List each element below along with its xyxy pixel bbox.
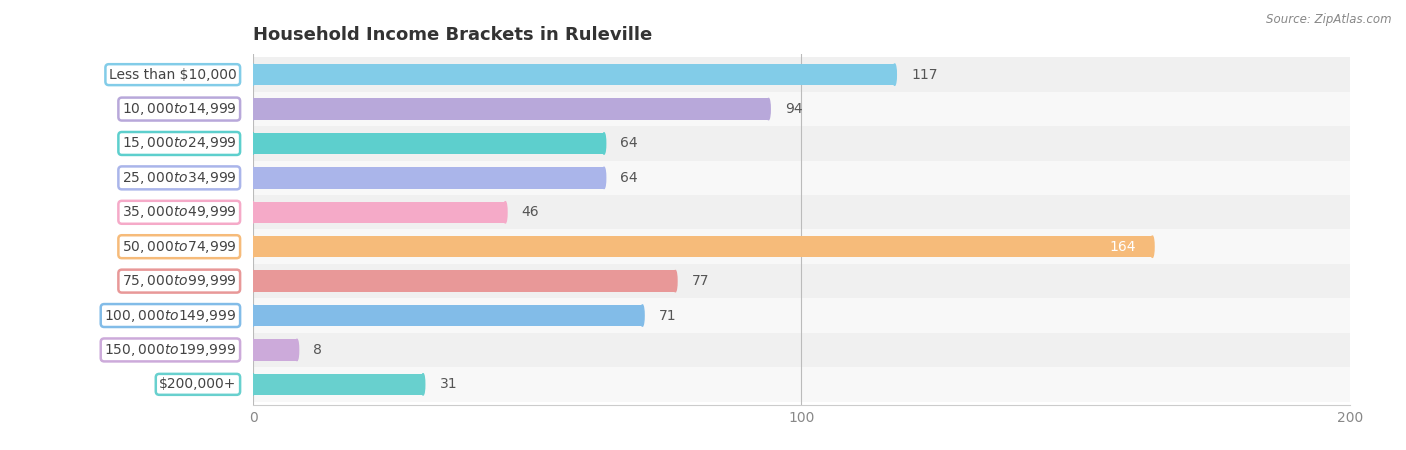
Circle shape: [422, 374, 425, 395]
Bar: [253, 126, 1350, 161]
Circle shape: [673, 270, 678, 292]
Bar: [253, 195, 1350, 230]
Bar: [253, 64, 894, 86]
Circle shape: [252, 167, 254, 189]
Text: 164: 164: [1109, 240, 1136, 254]
Circle shape: [602, 167, 606, 189]
Text: $100,000 to $149,999: $100,000 to $149,999: [104, 307, 236, 324]
Bar: [253, 167, 605, 189]
Bar: [253, 374, 423, 395]
Bar: [253, 339, 297, 360]
Circle shape: [252, 270, 254, 292]
Circle shape: [252, 64, 254, 86]
Bar: [253, 236, 1153, 257]
Text: $200,000+: $200,000+: [159, 378, 236, 392]
Circle shape: [503, 202, 508, 223]
Circle shape: [295, 339, 298, 360]
Bar: [253, 99, 769, 120]
Text: Less than $10,000: Less than $10,000: [108, 68, 236, 81]
Text: 117: 117: [911, 68, 938, 81]
Text: 94: 94: [785, 102, 803, 116]
Text: Source: ZipAtlas.com: Source: ZipAtlas.com: [1267, 14, 1392, 27]
Circle shape: [252, 374, 254, 395]
Circle shape: [252, 236, 254, 257]
Text: $35,000 to $49,999: $35,000 to $49,999: [122, 204, 236, 220]
Circle shape: [602, 133, 606, 154]
Text: $75,000 to $99,999: $75,000 to $99,999: [122, 273, 236, 289]
Text: $150,000 to $199,999: $150,000 to $199,999: [104, 342, 236, 358]
Text: $15,000 to $24,999: $15,000 to $24,999: [122, 135, 236, 152]
Bar: [253, 367, 1350, 401]
Text: $10,000 to $14,999: $10,000 to $14,999: [122, 101, 236, 117]
Bar: [253, 298, 1350, 333]
Bar: [253, 270, 675, 292]
Text: 64: 64: [620, 171, 638, 185]
Circle shape: [252, 202, 254, 223]
Circle shape: [641, 305, 644, 326]
Bar: [253, 58, 1350, 92]
Text: 64: 64: [620, 136, 638, 150]
Bar: [253, 202, 505, 223]
Bar: [253, 133, 605, 154]
Circle shape: [252, 305, 254, 326]
Circle shape: [1150, 236, 1154, 257]
Bar: [253, 333, 1350, 367]
Text: 77: 77: [692, 274, 709, 288]
Text: 8: 8: [314, 343, 322, 357]
Text: 31: 31: [440, 378, 457, 392]
Circle shape: [252, 339, 254, 360]
Bar: [253, 161, 1350, 195]
Circle shape: [252, 133, 254, 154]
Circle shape: [252, 99, 254, 120]
Bar: [253, 264, 1350, 298]
Text: Household Income Brackets in Ruleville: Household Income Brackets in Ruleville: [253, 26, 652, 44]
Bar: [253, 230, 1350, 264]
Text: 71: 71: [659, 309, 676, 323]
Text: $50,000 to $74,999: $50,000 to $74,999: [122, 238, 236, 255]
Bar: [253, 305, 643, 326]
Bar: [253, 92, 1350, 126]
Text: 46: 46: [522, 205, 540, 219]
Text: $25,000 to $34,999: $25,000 to $34,999: [122, 170, 236, 186]
Circle shape: [766, 99, 770, 120]
Circle shape: [893, 64, 897, 86]
